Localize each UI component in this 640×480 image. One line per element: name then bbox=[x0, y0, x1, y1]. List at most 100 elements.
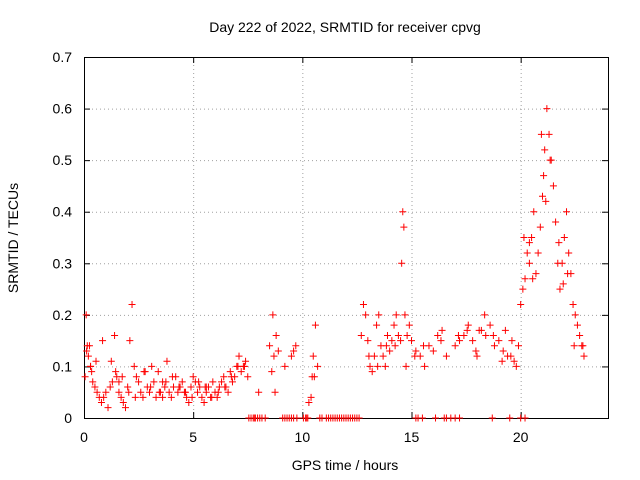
data-point bbox=[405, 321, 413, 329]
data-point bbox=[268, 368, 276, 376]
data-point bbox=[375, 311, 383, 319]
data-point bbox=[161, 383, 169, 391]
data-point bbox=[364, 337, 372, 345]
data-point bbox=[469, 337, 477, 345]
data-point bbox=[131, 393, 139, 401]
data-point bbox=[399, 208, 407, 216]
data-point bbox=[362, 311, 370, 319]
data-point bbox=[382, 342, 390, 350]
data-point bbox=[100, 393, 108, 401]
data-point bbox=[391, 342, 399, 350]
data-point bbox=[87, 362, 95, 370]
data-point bbox=[499, 347, 507, 355]
data-point bbox=[218, 378, 226, 386]
data-point bbox=[580, 352, 588, 360]
data-point bbox=[488, 414, 496, 422]
data-point bbox=[482, 331, 490, 339]
data-point bbox=[400, 223, 408, 231]
data-point bbox=[167, 393, 175, 401]
data-point bbox=[311, 321, 319, 329]
data-point bbox=[137, 388, 145, 396]
data-point bbox=[529, 275, 537, 283]
data-point bbox=[107, 357, 115, 365]
data-point bbox=[388, 337, 396, 345]
data-point bbox=[525, 259, 533, 267]
data-point bbox=[139, 393, 147, 401]
data-point bbox=[542, 197, 550, 205]
data-point bbox=[130, 362, 138, 370]
data-points bbox=[81, 105, 588, 422]
data-point bbox=[570, 342, 578, 350]
data-point bbox=[81, 373, 89, 381]
data-point bbox=[165, 388, 173, 396]
data-point bbox=[545, 130, 553, 138]
data-point bbox=[220, 373, 228, 381]
data-point bbox=[475, 326, 483, 334]
data-point bbox=[152, 393, 160, 401]
data-point bbox=[546, 156, 554, 164]
data-point bbox=[519, 285, 527, 293]
data-point bbox=[552, 218, 560, 226]
data-point bbox=[451, 342, 459, 350]
data-point bbox=[228, 378, 236, 386]
data-point bbox=[189, 373, 197, 381]
data-point bbox=[366, 362, 374, 370]
data-point bbox=[517, 301, 525, 309]
data-point bbox=[124, 383, 132, 391]
data-point bbox=[537, 130, 545, 138]
data-point bbox=[507, 352, 515, 360]
data-point bbox=[381, 362, 389, 370]
data-point bbox=[434, 331, 442, 339]
data-point bbox=[128, 301, 136, 309]
data-point bbox=[159, 393, 167, 401]
data-point bbox=[255, 388, 263, 396]
data-point bbox=[390, 321, 398, 329]
data-point bbox=[359, 301, 367, 309]
data-point bbox=[486, 321, 494, 329]
data-point bbox=[99, 337, 107, 345]
data-point bbox=[154, 368, 162, 376]
data-point bbox=[155, 388, 163, 396]
data-point bbox=[558, 259, 566, 267]
data-point bbox=[188, 393, 196, 401]
data-point bbox=[106, 383, 114, 391]
data-point bbox=[472, 347, 480, 355]
data-point bbox=[274, 347, 282, 355]
data-point bbox=[464, 321, 472, 329]
data-point bbox=[420, 342, 428, 350]
data-point bbox=[432, 414, 440, 422]
x-axis-title: GPS time / hours bbox=[292, 457, 399, 473]
data-point bbox=[293, 414, 301, 422]
data-point bbox=[135, 378, 143, 386]
data-point bbox=[481, 311, 489, 319]
y-tick-label: 0.7 bbox=[53, 49, 73, 65]
x-tick-label: 20 bbox=[513, 429, 529, 445]
data-point bbox=[549, 182, 557, 190]
data-point bbox=[571, 311, 579, 319]
data-point bbox=[438, 326, 446, 334]
data-point bbox=[163, 357, 171, 365]
data-point bbox=[82, 311, 90, 319]
data-point bbox=[540, 172, 548, 180]
data-point bbox=[240, 362, 248, 370]
data-point bbox=[536, 223, 544, 231]
data-point bbox=[383, 331, 391, 339]
data-point bbox=[521, 414, 529, 422]
data-point bbox=[126, 337, 134, 345]
data-point bbox=[520, 234, 528, 241]
data-point bbox=[272, 331, 280, 339]
y-axis: 0 0.1 0.2 0.3 0.4 0.5 0.6 0.7 bbox=[53, 49, 608, 426]
data-point bbox=[271, 388, 279, 396]
y-tick-label: 0.5 bbox=[53, 152, 73, 168]
data-point bbox=[565, 249, 573, 257]
y-axis-title: SRMTID / TECUs bbox=[5, 183, 21, 293]
data-point bbox=[442, 352, 450, 360]
data-point bbox=[227, 373, 235, 381]
data-point bbox=[208, 393, 216, 401]
data-point bbox=[556, 285, 564, 293]
data-point bbox=[357, 331, 365, 339]
data-point bbox=[148, 362, 156, 370]
data-point bbox=[576, 331, 584, 339]
data-point bbox=[226, 368, 234, 376]
data-point bbox=[543, 105, 551, 113]
